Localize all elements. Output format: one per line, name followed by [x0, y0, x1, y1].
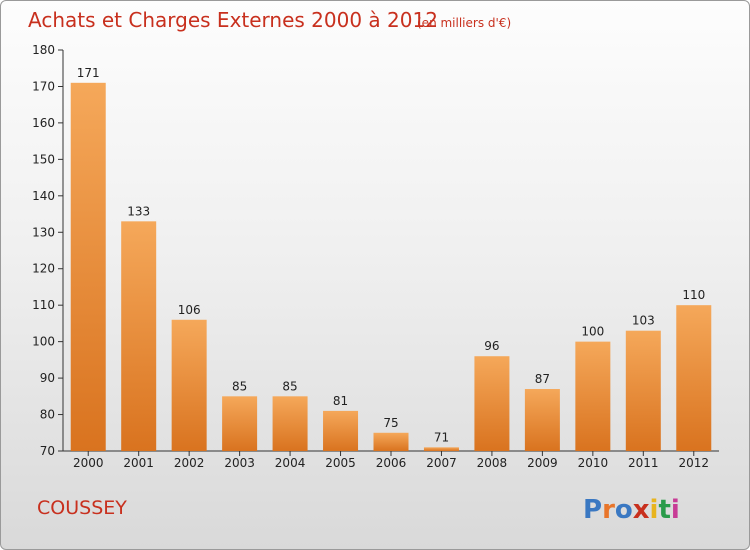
logo-letter: P [583, 495, 602, 525]
bar [272, 396, 308, 451]
x-tick-label: 2007 [426, 456, 457, 470]
y-tick-label: 150 [32, 152, 55, 166]
bar [373, 432, 409, 451]
y-tick-label: 90 [40, 371, 55, 385]
y-tick-label: 130 [32, 225, 55, 239]
bar [121, 221, 157, 451]
proxiti-logo: Proxiti [583, 495, 680, 525]
bar-value-label: 87 [535, 372, 550, 386]
y-tick-label: 170 [32, 79, 55, 93]
x-tick-label: 2012 [678, 456, 709, 470]
bar-value-label: 103 [632, 314, 655, 328]
bar-value-label: 81 [333, 394, 348, 408]
bar [625, 330, 661, 451]
y-tick-label: 110 [32, 298, 55, 312]
logo-letter: o [615, 495, 633, 525]
bar [423, 447, 459, 451]
bar [323, 410, 359, 451]
y-tick-label: 140 [32, 189, 55, 203]
y-tick-label: 70 [40, 444, 55, 458]
logo-letter: i [671, 495, 680, 525]
y-tick-label: 160 [32, 116, 55, 130]
logo-letter: r [602, 495, 615, 525]
bar [575, 341, 611, 451]
bar [524, 389, 560, 451]
bar [70, 82, 106, 452]
bar [171, 319, 207, 451]
logo-letter: i [650, 495, 659, 525]
bars: 171 133 106 85 85 81 75 71 96 87 100 103 110 [70, 66, 712, 452]
chart-title: Achats et Charges Externes 2000 à 2012 [28, 8, 438, 32]
bar-value-label: 71 [434, 430, 449, 444]
x-tick-label: 2010 [578, 456, 609, 470]
bar [474, 356, 510, 451]
bar-value-label: 106 [178, 303, 201, 317]
y-tick-label: 100 [32, 335, 55, 349]
x-tick-label: 2009 [527, 456, 558, 470]
x-tick-label: 2001 [123, 456, 154, 470]
x-tick-label: 2011 [628, 456, 659, 470]
x-tick-label: 2004 [275, 456, 306, 470]
x-tick-label: 2002 [174, 456, 205, 470]
x-tick-label: 2006 [376, 456, 407, 470]
bar-value-label: 75 [383, 416, 398, 430]
commune-name: COUSSEY [37, 497, 127, 519]
x-tick-label: 2005 [325, 456, 356, 470]
logo-letter: t [658, 495, 670, 525]
bar [676, 305, 712, 451]
bar-value-label: 85 [282, 379, 297, 393]
x-tick-label: 2008 [477, 456, 508, 470]
y-tick-label: 180 [32, 43, 55, 57]
x-tick-label: 2003 [224, 456, 255, 470]
bar [222, 396, 258, 451]
bar-value-label: 96 [484, 339, 499, 353]
y-tick-label: 80 [40, 408, 55, 422]
logo-letter: x [633, 495, 650, 525]
bar-value-label: 133 [127, 204, 150, 218]
bar-value-label: 100 [581, 325, 604, 339]
bar-value-label: 171 [77, 66, 100, 80]
chart-subtitle: (en milliers d'€) [417, 16, 511, 30]
x-tick-label: 2000 [73, 456, 104, 470]
y-tick-label: 120 [32, 262, 55, 276]
axes: 70 80 90 100 110 120 130 140 150 160 170 180 2000 200… [32, 43, 719, 470]
bar-value-label: 85 [232, 379, 247, 393]
bar-value-label: 110 [682, 288, 705, 302]
